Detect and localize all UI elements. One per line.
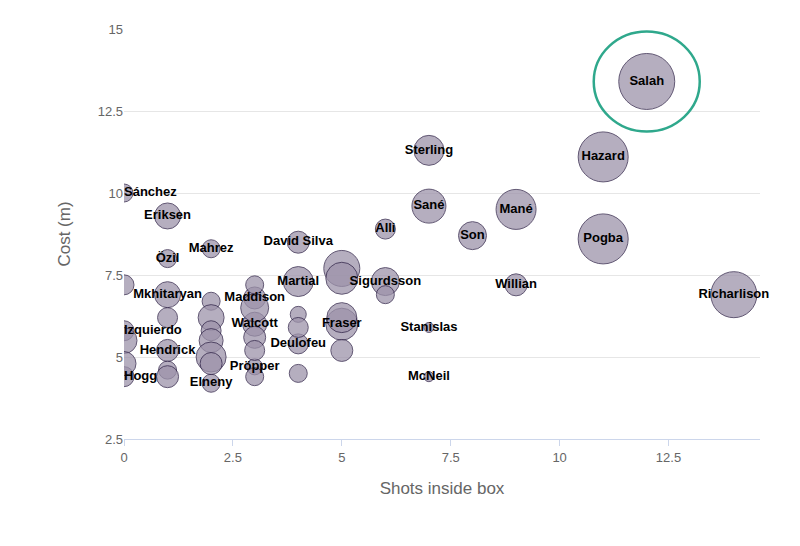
svg-text:10: 10 (552, 450, 566, 465)
svg-text:Mkhitaryan: Mkhitaryan (133, 286, 202, 301)
svg-text:Mané: Mané (499, 201, 532, 216)
svg-text:Sigurdsson: Sigurdsson (350, 273, 422, 288)
svg-text:Stanislas: Stanislas (400, 319, 457, 334)
svg-text:Hogg: Hogg (124, 368, 157, 383)
svg-text:Hazard: Hazard (582, 148, 625, 163)
svg-text:Shots inside box: Shots inside box (380, 479, 505, 498)
svg-text:David Silva: David Silva (264, 233, 334, 248)
svg-text:12.5: 12.5 (656, 450, 681, 465)
svg-text:7.5: 7.5 (105, 268, 123, 283)
svg-text:Richarlison: Richarlison (698, 286, 769, 301)
svg-text:Hendrick: Hendrick (140, 342, 196, 357)
svg-text:15: 15 (109, 22, 123, 37)
svg-text:Cost (m): Cost (m) (55, 201, 74, 266)
svg-text:Maddison: Maddison (224, 289, 285, 304)
svg-text:Fraser: Fraser (322, 315, 362, 330)
svg-text:12.5: 12.5 (98, 104, 123, 119)
svg-text:10: 10 (109, 186, 123, 201)
svg-text:Pröpper: Pröpper (230, 358, 280, 373)
svg-text:Sánchez: Sánchez (124, 184, 177, 199)
svg-text:Mahrez: Mahrez (189, 240, 234, 255)
svg-text:2.5: 2.5 (105, 432, 123, 447)
svg-text:Elneny: Elneny (190, 374, 233, 389)
svg-text:Walcott: Walcott (231, 315, 278, 330)
svg-text:Sterling: Sterling (405, 142, 453, 157)
svg-text:Deulofeu: Deulofeu (270, 335, 326, 350)
svg-text:Sané: Sané (413, 197, 444, 212)
svg-text:5: 5 (338, 450, 345, 465)
svg-text:Willian: Willian (495, 276, 537, 291)
svg-text:Martial: Martial (277, 273, 319, 288)
svg-text:2.5: 2.5 (224, 450, 242, 465)
svg-text:Pogba: Pogba (583, 230, 623, 245)
svg-text:Salah: Salah (629, 73, 664, 88)
svg-text:Son: Son (460, 227, 485, 242)
svg-text:0: 0 (120, 450, 127, 465)
svg-text:Izquierdo: Izquierdo (124, 322, 182, 337)
svg-text:McNeil: McNeil (408, 368, 450, 383)
svg-text:5: 5 (116, 350, 123, 365)
svg-text:Eriksen: Eriksen (144, 207, 191, 222)
svg-text:7.5: 7.5 (442, 450, 460, 465)
svg-text:Alli: Alli (375, 220, 395, 235)
svg-text:Özil: Özil (156, 250, 180, 265)
